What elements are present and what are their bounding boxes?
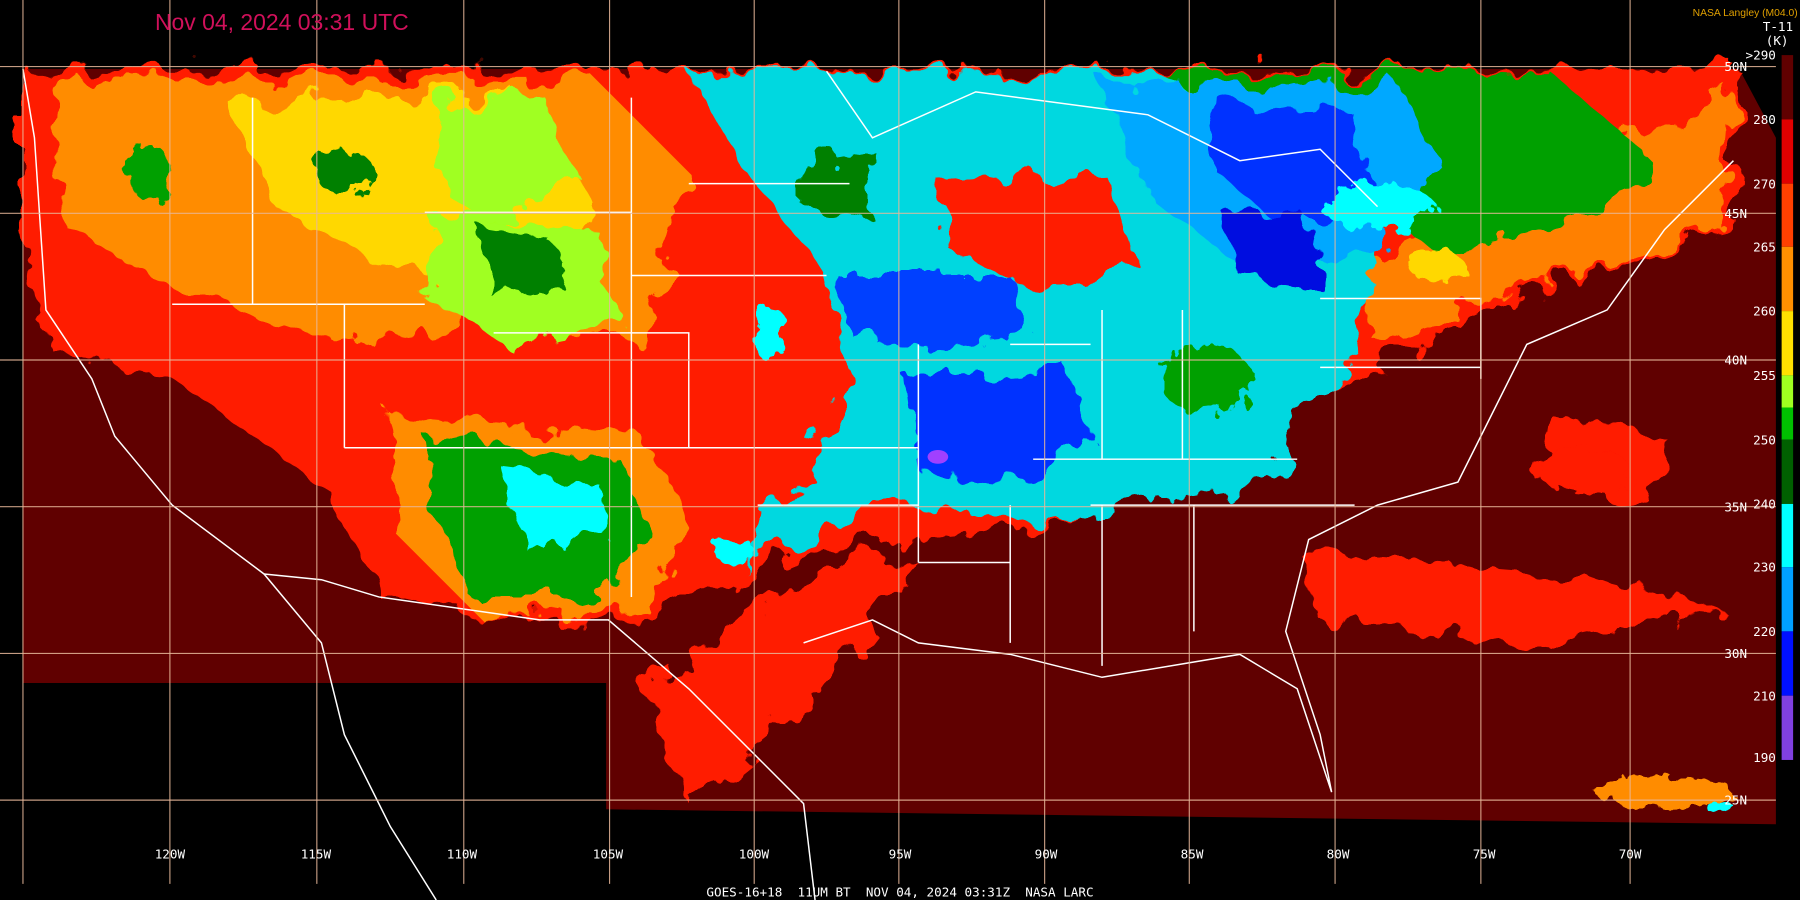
colorbar [1781, 55, 1794, 760]
credit: NASA Langley (M04.0) [1693, 8, 1798, 19]
colorbar-label: 255 [1753, 368, 1776, 383]
colorbar-label: 260 [1753, 304, 1776, 319]
longitude-label: 70W [1619, 847, 1642, 862]
longitude-label: 85W [1181, 847, 1204, 862]
colorbar-label: 240 [1753, 497, 1776, 512]
longitude-label: 110W [447, 847, 478, 862]
cold-cloud-top [927, 450, 949, 464]
colorbar-label: 230 [1753, 560, 1776, 575]
longitude-label: 105W [593, 847, 624, 862]
graticule [0, 0, 1776, 884]
colorbar-label: 220 [1753, 624, 1776, 639]
longitude-label: 80W [1327, 847, 1350, 862]
timestamp-title: Nov 04, 2024 03:31 UTC [155, 9, 409, 35]
colorbar-label: 250 [1753, 432, 1776, 447]
colorbar-label: >290 [1746, 48, 1776, 63]
colorbar-label: 210 [1753, 688, 1776, 703]
colorbar-label: 280 [1753, 112, 1776, 127]
longitude-label: 75W [1473, 847, 1496, 862]
longitude-label: 95W [889, 847, 912, 862]
latitude-label: 30N [1724, 646, 1747, 661]
colorbar-label: 190 [1753, 750, 1776, 765]
longitude-label: 115W [301, 847, 332, 862]
longitude-label: 120W [155, 847, 186, 862]
colorbar-label: 270 [1753, 176, 1776, 191]
band-label: T-11 [1763, 19, 1793, 34]
footer: GOES-16+18 11UM BT NOV 04, 2024 03:31Z N… [706, 885, 1093, 900]
unit-label: (K) [1766, 33, 1789, 48]
boundaries [22, 68, 1734, 900]
latitude-label: 35N [1724, 499, 1747, 514]
longitude-label: 100W [739, 847, 770, 862]
cloud-detail [128, 143, 1736, 817]
latitude-label: 25N [1724, 793, 1747, 808]
longitude-label: 90W [1035, 847, 1058, 862]
latitude-label: 45N [1724, 206, 1747, 221]
colorbar-label: 265 [1753, 239, 1776, 254]
latitude-label: 50N [1724, 59, 1747, 74]
latitude-label: 40N [1724, 353, 1747, 368]
